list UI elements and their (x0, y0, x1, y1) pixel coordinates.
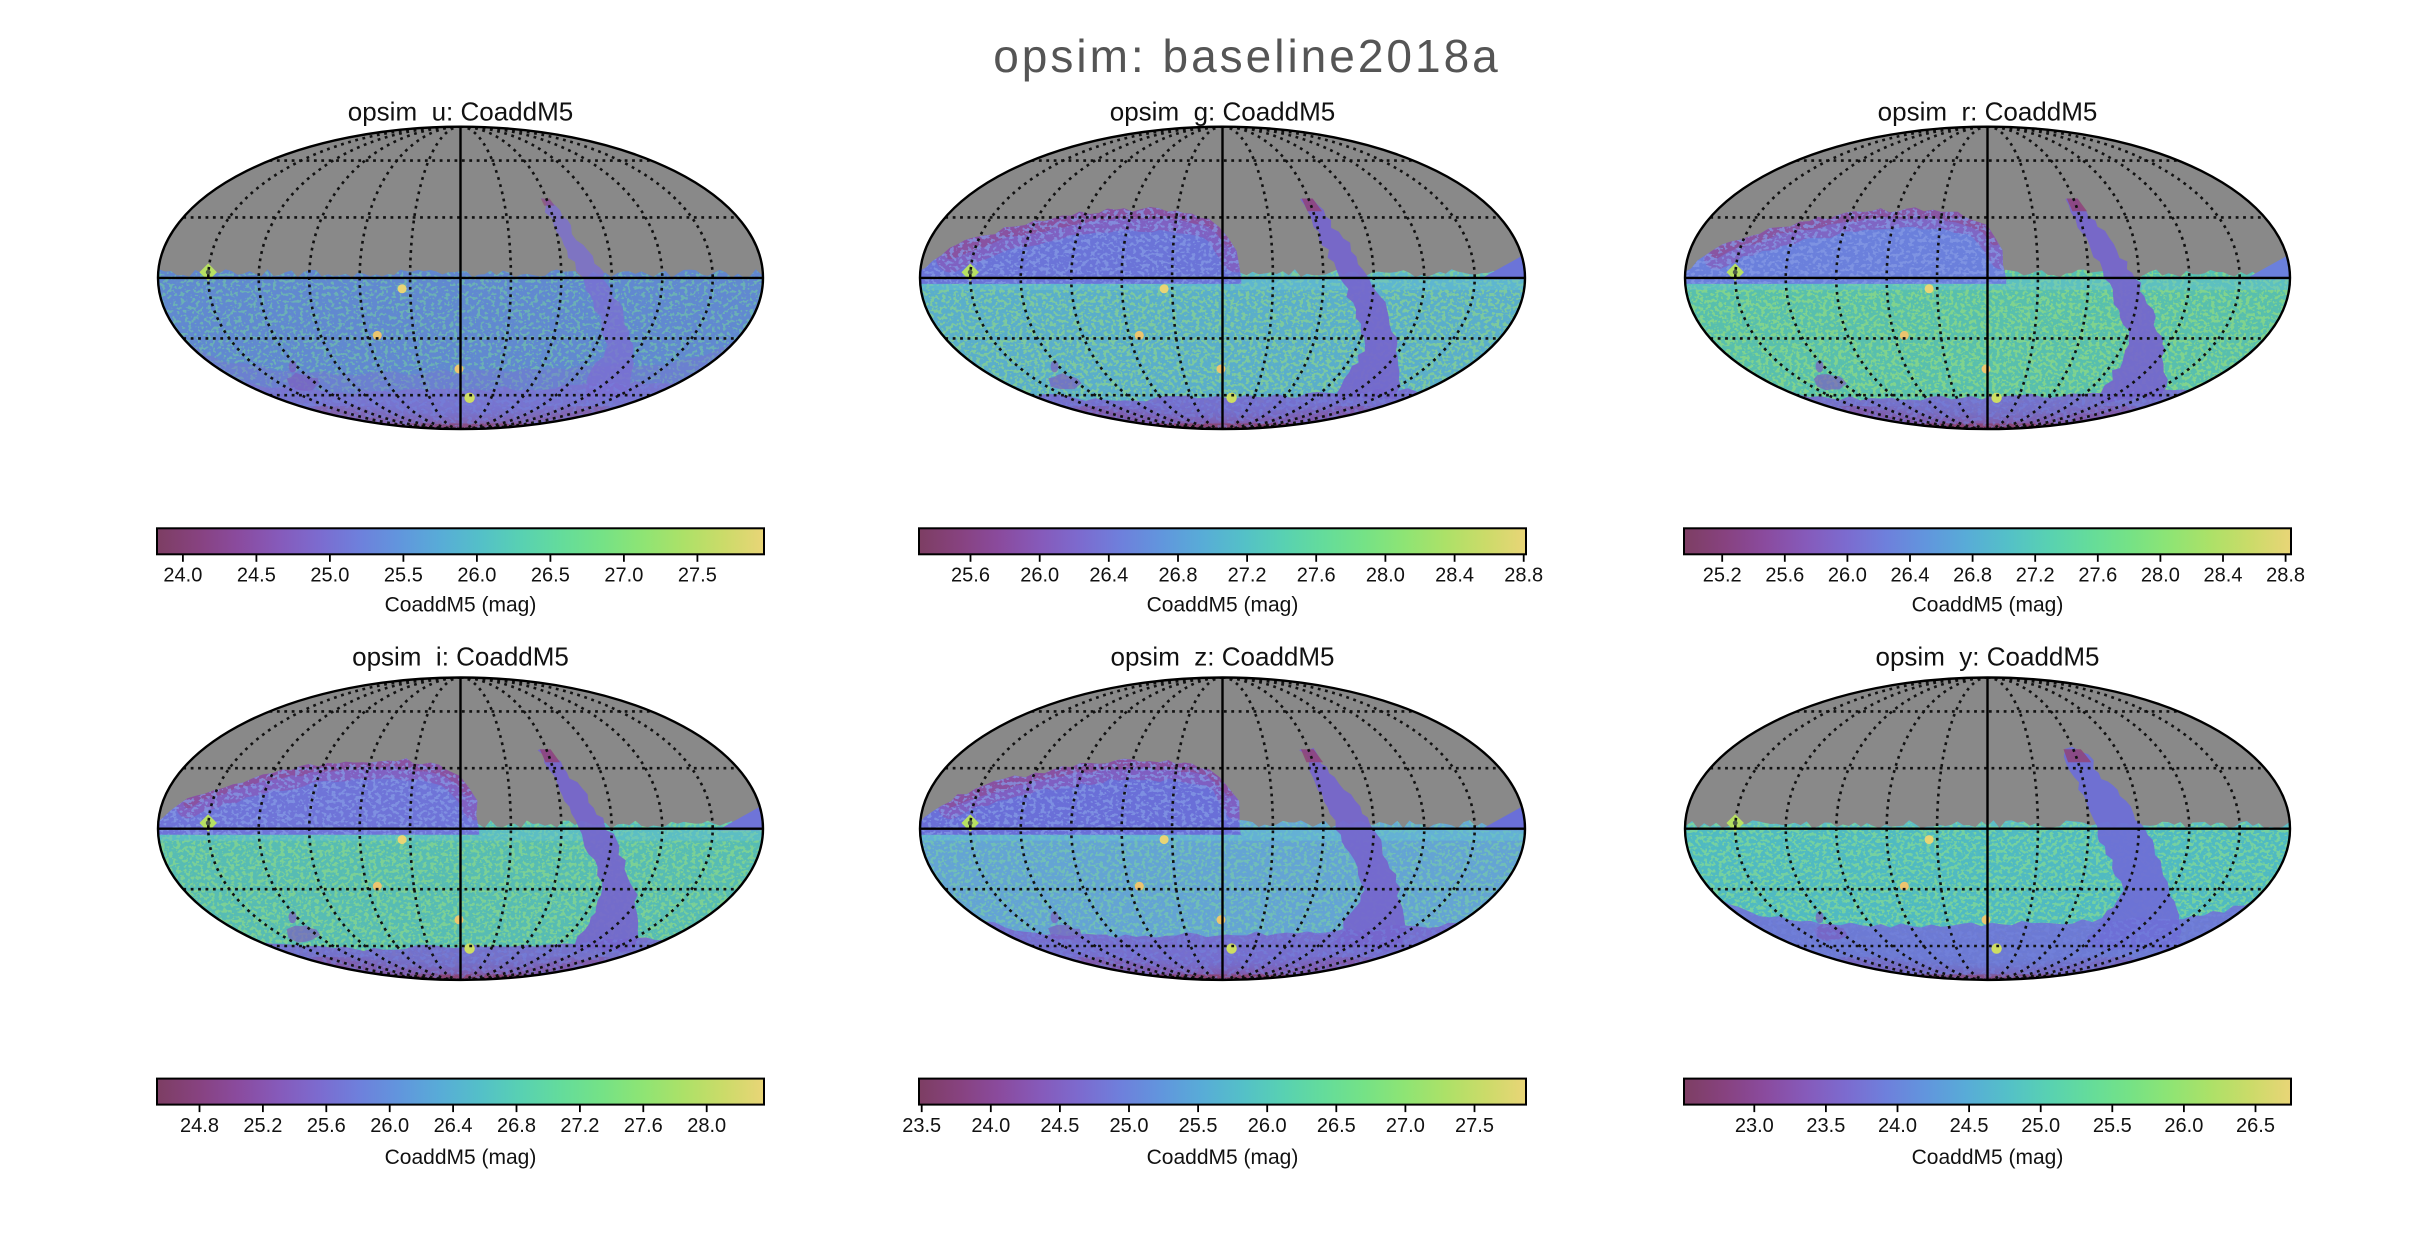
svg-text:opsim u: CoaddM5: opsim u: CoaddM5 (348, 97, 573, 127)
svg-text:24.5: 24.5 (1950, 1115, 1989, 1137)
svg-text:27.6: 27.6 (2078, 565, 2117, 587)
svg-text:26.5: 26.5 (2236, 1115, 2275, 1137)
svg-text:27.6: 27.6 (1297, 565, 1336, 587)
svg-text:24.0: 24.0 (1878, 1115, 1917, 1137)
svg-text:27.6: 27.6 (624, 1115, 663, 1137)
svg-text:26.8: 26.8 (1159, 565, 1198, 587)
svg-text:26.4: 26.4 (434, 1115, 473, 1137)
svg-text:25.5: 25.5 (1179, 1115, 1218, 1137)
svg-text:CoaddM5 (mag): CoaddM5 (mag) (1912, 1146, 2064, 1169)
svg-text:26.8: 26.8 (1953, 565, 1992, 587)
svg-text:26.0: 26.0 (457, 565, 496, 587)
svg-text:24.5: 24.5 (237, 565, 276, 587)
svg-text:24.0: 24.0 (971, 1115, 1010, 1137)
svg-text:23.5: 23.5 (902, 1115, 941, 1137)
svg-text:opsim i: CoaddM5: opsim i: CoaddM5 (352, 642, 569, 672)
svg-text:opsim: baseline2018a: opsim: baseline2018a (993, 30, 1501, 82)
svg-text:opsim y: CoaddM5: opsim y: CoaddM5 (1876, 642, 2100, 672)
svg-text:24.8: 24.8 (180, 1115, 219, 1137)
svg-text:26.4: 26.4 (1891, 565, 1930, 587)
svg-text:28.0: 28.0 (1366, 565, 1405, 587)
svg-text:25.6: 25.6 (307, 1115, 346, 1137)
svg-text:28.8: 28.8 (1504, 565, 1543, 587)
svg-text:24.5: 24.5 (1040, 1115, 1079, 1137)
svg-text:28.0: 28.0 (687, 1115, 726, 1137)
svg-text:26.0: 26.0 (2164, 1115, 2203, 1137)
svg-text:26.0: 26.0 (1248, 1115, 1287, 1137)
svg-text:27.2: 27.2 (2016, 565, 2055, 587)
svg-text:23.5: 23.5 (1806, 1115, 1845, 1137)
svg-text:25.6: 25.6 (1765, 565, 1804, 587)
svg-text:26.8: 26.8 (497, 1115, 536, 1137)
svg-text:opsim r: CoaddM5: opsim r: CoaddM5 (1878, 97, 2098, 127)
svg-text:25.6: 25.6 (951, 565, 990, 587)
svg-text:25.0: 25.0 (1110, 1115, 1149, 1137)
svg-text:26.0: 26.0 (370, 1115, 409, 1137)
svg-text:25.5: 25.5 (2093, 1115, 2132, 1137)
svg-text:CoaddM5 (mag): CoaddM5 (mag) (1912, 594, 2064, 617)
svg-text:28.4: 28.4 (2204, 565, 2243, 587)
svg-text:28.4: 28.4 (1435, 565, 1474, 587)
svg-text:27.0: 27.0 (604, 565, 643, 587)
svg-text:25.0: 25.0 (2021, 1115, 2060, 1137)
svg-text:opsim z: CoaddM5: opsim z: CoaddM5 (1111, 642, 1335, 672)
svg-text:26.4: 26.4 (1089, 565, 1128, 587)
svg-text:28.0: 28.0 (2141, 565, 2180, 587)
svg-text:CoaddM5 (mag): CoaddM5 (mag) (1147, 594, 1299, 617)
svg-text:27.0: 27.0 (1386, 1115, 1425, 1137)
svg-text:26.0: 26.0 (1020, 565, 1059, 587)
svg-text:opsim g: CoaddM5: opsim g: CoaddM5 (1110, 97, 1335, 127)
svg-text:27.5: 27.5 (678, 565, 717, 587)
svg-text:25.0: 25.0 (310, 565, 349, 587)
svg-text:CoaddM5 (mag): CoaddM5 (mag) (385, 594, 537, 617)
svg-text:CoaddM5 (mag): CoaddM5 (mag) (1147, 1146, 1299, 1169)
svg-text:27.5: 27.5 (1455, 1115, 1494, 1137)
svg-text:25.2: 25.2 (243, 1115, 282, 1137)
svg-text:28.8: 28.8 (2266, 565, 2305, 587)
svg-text:27.2: 27.2 (560, 1115, 599, 1137)
svg-text:26.5: 26.5 (1317, 1115, 1356, 1137)
svg-text:24.0: 24.0 (163, 565, 202, 587)
svg-text:26.0: 26.0 (1828, 565, 1867, 587)
svg-text:25.2: 25.2 (1703, 565, 1742, 587)
svg-text:27.2: 27.2 (1228, 565, 1267, 587)
svg-text:23.0: 23.0 (1735, 1115, 1774, 1137)
svg-text:25.5: 25.5 (384, 565, 423, 587)
svg-text:26.5: 26.5 (531, 565, 570, 587)
svg-text:CoaddM5 (mag): CoaddM5 (mag) (385, 1146, 537, 1169)
